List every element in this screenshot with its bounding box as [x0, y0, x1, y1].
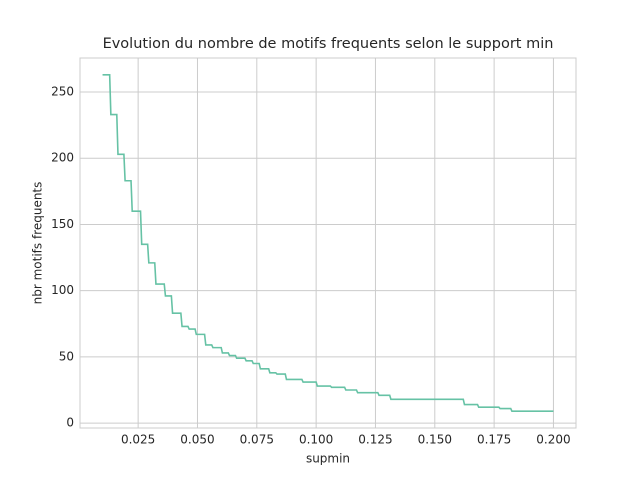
x-tick-label: 0.200 — [536, 433, 570, 447]
y-tick-label: 150 — [51, 217, 74, 231]
x-axis-label: supmin — [306, 452, 350, 466]
x-tick-label: 0.125 — [358, 433, 392, 447]
x-tick-label: 0.075 — [240, 433, 274, 447]
y-tick-label: 50 — [59, 349, 74, 363]
x-tick-label: 0.150 — [418, 433, 452, 447]
x-tick-label: 0.025 — [121, 433, 155, 447]
x-tick-label: 0.100 — [299, 433, 333, 447]
y-tick-label: 200 — [51, 151, 74, 165]
y-tick-label: 100 — [51, 283, 74, 297]
data-line — [102, 74, 554, 412]
x-tick-label: 0.050 — [180, 433, 214, 447]
y-tick-label: 250 — [51, 85, 74, 99]
y-tick-label: 0 — [66, 416, 74, 430]
chart-title: Evolution du nombre de motifs frequents … — [103, 36, 554, 52]
y-axis-label: nbr motifs frequents — [31, 182, 45, 305]
x-tick-label: 0.175 — [477, 433, 511, 447]
plot-area — [79, 57, 577, 429]
